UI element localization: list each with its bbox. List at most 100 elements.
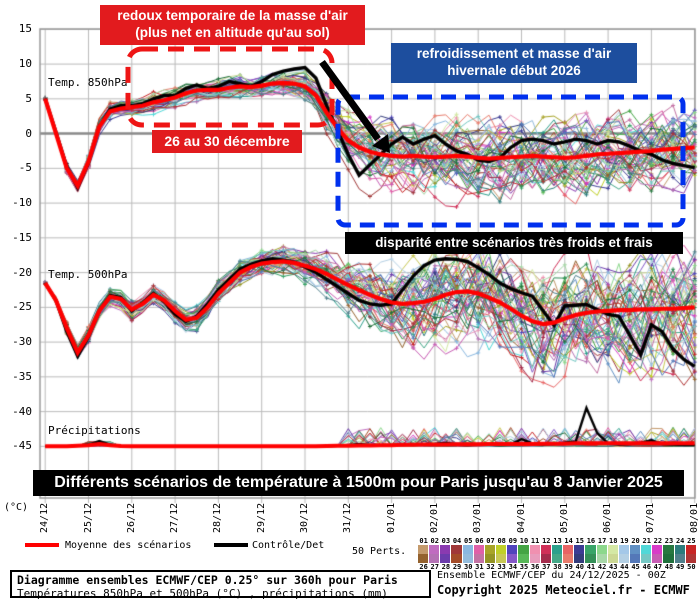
pert-color-swatch [429,545,440,554]
pert-color-swatch [641,554,652,563]
y-tick-label: -15 [12,230,32,244]
pert-number: 43 [609,563,618,571]
pert-number: 42 [597,563,607,571]
pert-number: 12 [542,537,551,545]
pert-color-swatch [585,554,596,563]
pert-color-swatch [440,545,451,554]
pert-color-swatch [496,545,507,554]
chart-title-bar: Différents scénarios de température à 15… [33,470,684,496]
pert-number: 25 [687,537,696,545]
y-tick-label: -30 [12,335,32,349]
pert-number: 36 [530,563,540,571]
pert-number: 41 [586,563,596,571]
pert-number: 46 [642,563,651,571]
x-tick-label: 07/01 [645,502,657,533]
pert-color-swatch [652,545,663,554]
pert-color-swatch [596,554,607,563]
pert-number: 49 [675,563,685,571]
pert-number: 11 [530,537,540,545]
pert-number: 18 [609,537,618,545]
pert-color-swatch [484,554,496,563]
pert-color-swatch [507,545,518,554]
x-tick-label: 02/01 [428,502,440,533]
x-tick-label: 29/12 [255,502,267,533]
pert-number: 26 [419,563,428,571]
pert-color-swatch [473,554,484,563]
footer-info-box: Diagramme ensembles ECMWF/CEP 0.25° sur … [10,570,431,600]
pert-number: 45 [631,563,640,571]
x-tick-label: 28/12 [212,502,224,533]
pert-color-swatch [563,554,574,563]
x-tick-label: 25/12 [82,502,94,533]
pert-number: 06 [475,537,484,545]
y-tick-label: -5 [18,161,32,175]
panel-label-precipitations: Précipitations [48,424,141,437]
pert-color-swatch [451,554,462,563]
x-tick-label: 30/12 [299,502,310,533]
pert-color-swatch [629,545,641,554]
pert-color-swatch [585,545,596,554]
pert-number: 40 [575,563,584,571]
pert-number: 24 [675,537,685,545]
annotation-period-label: 26 au 30 décembre [152,130,302,153]
pert-color-swatch [518,545,529,554]
pert-number: 03 [441,537,451,545]
pert-number: 20 [631,537,640,545]
pert-color-swatch [540,545,551,554]
panel-label-850hpa: Temp. 850hPa [48,76,128,89]
pert-color-swatch [641,545,652,554]
x-tick-label: 27/12 [169,502,181,533]
annotation-refroidissement-line2: hivernale début 2026 [447,62,581,78]
x-tick-label: 06/01 [602,502,614,533]
y-tick-label: -40 [12,404,32,418]
pert-color-swatch [484,545,496,554]
perturbations-count-label: 50 Perts. [352,546,407,557]
pert-color-swatch [607,554,618,563]
x-tick-label: 31/12 [342,502,354,533]
x-tick-label: 24/12 [39,502,51,533]
x-tick-label: 03/01 [472,502,484,533]
footer-diagram-title: Diagramme ensembles ECMWF/CEP 0.25° sur … [17,573,398,587]
panel-label-500hpa: Temp. 500hPa [48,268,128,281]
y-tick-label: -45 [12,439,32,453]
pert-number: 02 [430,537,439,545]
pert-color-swatch [607,545,618,554]
y-axis-unit-label: (°C) [4,502,29,513]
pert-color-swatch [429,554,440,563]
annotation-redoux: redoux temporaire de la masse d'air (plu… [100,5,365,45]
pert-color-swatch [462,545,473,554]
pert-number: 08 [497,537,506,545]
footer-copyright: Copyright 2025 Meteociel.fr - ECMWF [437,583,690,597]
pert-color-swatch [451,545,462,554]
pert-number: 28 [441,563,451,571]
pert-number: 47 [653,563,663,571]
control-line-swatch [214,543,248,547]
pert-color-swatch [674,545,685,554]
pert-number: 10 [519,537,529,545]
pert-color-swatch [574,545,585,554]
pert-number: 32 [486,563,495,571]
pert-color-swatch [496,554,507,563]
pert-number: 15 [575,537,584,545]
pert-number: 44 [620,563,629,571]
pert-color-swatch [418,554,429,563]
y-tick-label: 15 [18,22,32,36]
annotation-refroidissement-line1: refroidissement et masse d'air [416,46,612,61]
pert-number: 16 [586,537,596,545]
pert-number: 14 [564,537,573,545]
pert-color-swatch [629,554,641,563]
control-legend-label: Contrôle/Det [252,540,325,551]
pert-color-swatch [618,545,629,554]
pert-color-swatch [529,545,540,554]
y-tick-label: -35 [12,369,32,383]
x-tick-label: 08/01 [688,502,700,533]
pert-number: 27 [430,563,439,571]
pert-number: 35 [519,563,529,571]
pert-color-swatch [563,545,574,554]
pert-number: 31 [475,563,484,571]
pert-color-swatch [462,554,473,563]
pert-number: 05 [463,537,473,545]
pert-color-swatch [440,554,451,563]
annotation-redoux-line1: redoux temporaire de la masse d'air [117,8,348,23]
